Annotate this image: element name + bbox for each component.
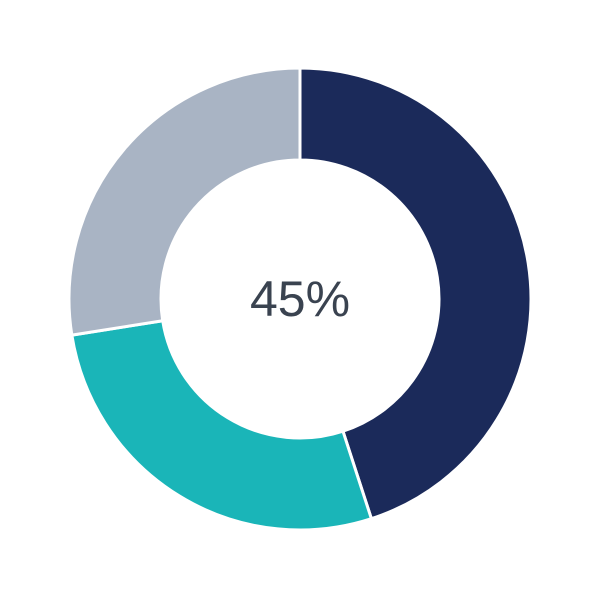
donut-slice-2 <box>67 66 302 337</box>
donut-slice-1 <box>70 319 374 532</box>
center-label: 45% <box>250 271 350 327</box>
slices <box>67 66 533 532</box>
donut-slice-0 <box>298 66 533 521</box>
